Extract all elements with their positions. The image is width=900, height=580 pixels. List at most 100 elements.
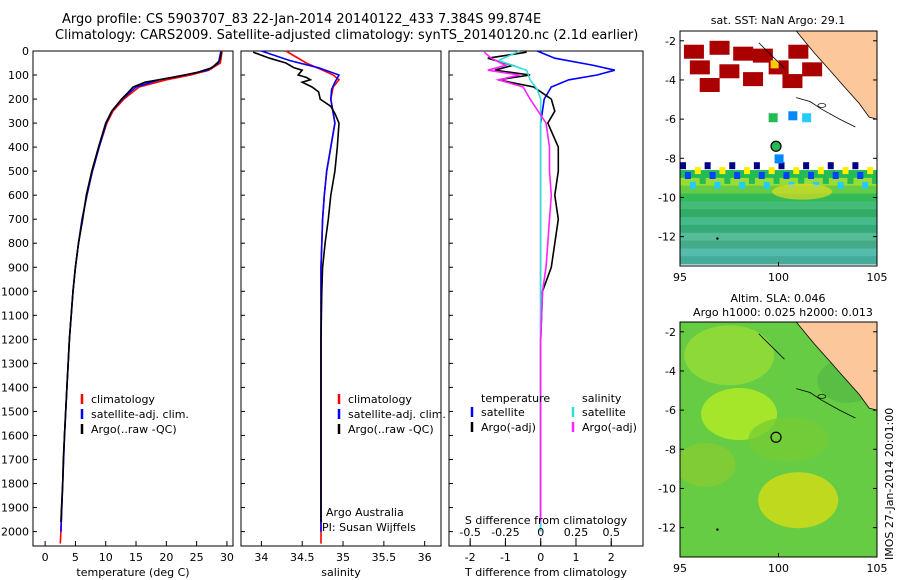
x-axis-label: temperature (deg C) <box>76 566 189 579</box>
sst-flag-pixel <box>788 44 809 59</box>
sst-pixel <box>724 176 731 184</box>
diff-legend-temp-head: temperature <box>481 392 550 405</box>
sst-pixel <box>808 172 815 179</box>
map-x-tick-label: 100 <box>768 562 789 575</box>
x-tick-label: 20 <box>159 551 173 564</box>
x-tick-label: 15 <box>129 551 143 564</box>
depth-tick-label: 1600 <box>1 429 29 442</box>
sst-band <box>680 240 877 249</box>
depth-tick-label: 500 <box>8 165 29 178</box>
map-x-tick-label: 105 <box>867 271 888 284</box>
temp-legend-label-0: climatology <box>91 393 155 406</box>
diff-legend-label-3: Argo(-adj) <box>582 421 637 434</box>
sst-pixel <box>739 181 746 189</box>
s-diff-tick-label: 0.25 <box>564 526 589 539</box>
map-x-tick-label: 95 <box>673 562 687 575</box>
temp-legend-label-2: Argo(..raw -QC) <box>91 423 177 436</box>
sst-pixel <box>709 172 716 179</box>
sal-legend-label-2: Argo(..raw -QC) <box>348 423 434 436</box>
island-cocos <box>716 237 719 240</box>
map-x-tick-label: 100 <box>768 271 789 284</box>
depth-tick-label: 1800 <box>1 478 29 491</box>
sla-blob <box>758 472 839 529</box>
x-tick-label: 34 <box>254 551 268 564</box>
sst-pixel <box>778 162 785 170</box>
land-sumatra <box>795 322 877 411</box>
sst-pixel <box>748 176 755 184</box>
sst-pixel <box>729 162 736 170</box>
series-line-2 <box>252 51 340 522</box>
sst-pixel <box>803 162 810 170</box>
sst-flag-pixel <box>709 40 730 55</box>
sst-isolated-pixel <box>802 113 812 123</box>
sst-pixel <box>872 176 877 184</box>
sst-flag-pixel <box>802 62 823 77</box>
map-x-tick-label: 105 <box>867 562 888 575</box>
depth-tick-label: 0 <box>22 45 29 58</box>
map-2: -2 -4 -6 -8 -10 -12 95 100 105 <box>658 321 888 575</box>
sst-pixel <box>832 172 839 179</box>
sst-flag-pixel <box>719 64 740 79</box>
argo-position-marker <box>770 140 782 152</box>
map-content <box>680 31 877 266</box>
argo-position-marker <box>770 431 782 443</box>
sst-pixel <box>817 167 824 175</box>
sst-flag-pixel <box>782 74 803 89</box>
sla-map-title: Altim. SLA: 0.046 <box>730 292 825 305</box>
sst-band <box>680 248 877 257</box>
depth-tick-label: 300 <box>8 117 29 130</box>
x-tick-label: 1 <box>572 551 579 564</box>
x-tick-label: 5 <box>72 551 79 564</box>
island-mentawai <box>758 333 785 360</box>
sst-pixel <box>773 176 780 184</box>
depth-tick-label: 1400 <box>1 381 29 394</box>
sal-legend-label-0: climatology <box>348 393 412 406</box>
depth-tick-label: 200 <box>8 93 29 106</box>
sla-blob <box>680 442 736 487</box>
sst-pixel <box>862 181 869 189</box>
sst-isolated-pixel <box>788 111 798 121</box>
map-y-tick-label: -10 <box>658 191 676 204</box>
s-diff-tick-label: -0.25 <box>491 526 519 539</box>
sst-warm-patch <box>772 183 833 200</box>
x-tick-label: 10 <box>99 551 113 564</box>
x-tick-label: -2 <box>465 551 476 564</box>
sst-band <box>680 217 877 226</box>
sst-pixel <box>753 162 760 170</box>
x-tick-label: 0 <box>42 551 49 564</box>
timestamp-stamp: IMOS 27-Jan-2014 20:01:00 <box>883 407 896 560</box>
sst-pixel <box>689 181 696 189</box>
map-y-tick-label: -2 <box>665 326 676 339</box>
island-cocos <box>716 528 719 531</box>
diff-legend-sal-head: salinity <box>582 392 622 405</box>
sst-band <box>680 209 877 218</box>
x-axis-label: T difference from climatology <box>464 566 627 579</box>
depth-tick-label: 1200 <box>1 333 29 346</box>
temp-legend-label-1: satellite-adj. clim. <box>91 408 189 421</box>
series-line-3 <box>483 51 553 522</box>
sst-pixel <box>842 167 849 175</box>
sst-pixel <box>867 167 874 175</box>
land-sumatra <box>795 31 877 120</box>
map-y-tick-label: -12 <box>658 231 676 244</box>
difference-frame <box>448 50 644 547</box>
diff-legend-label-2: satellite <box>582 406 626 419</box>
sst-pixel <box>719 167 726 175</box>
sst-pixel <box>783 172 790 179</box>
depth-tick-label: 1100 <box>1 309 29 322</box>
depth-tick-label: 1300 <box>1 357 29 370</box>
depth-tick-label: 100 <box>8 69 29 82</box>
sst-band <box>680 232 877 242</box>
sst-flag-pixel <box>699 78 720 92</box>
diff-legend-label-0: satellite <box>481 406 525 419</box>
difference-panel: -2 -1 0 1 2 T difference from climatology <box>448 50 644 579</box>
temperature-frame <box>32 50 234 547</box>
sst-flag-pixel <box>689 60 710 75</box>
sst-map-title: sat. SST: NaN Argo: 29.1 <box>711 14 845 27</box>
sst-pixel <box>684 172 691 179</box>
map-content <box>680 322 877 557</box>
sst-isolated-pixel <box>774 154 784 164</box>
x-tick-label: 35 <box>336 551 350 564</box>
s-diff-tick-label: 0.5 <box>603 526 621 539</box>
x-axis-label: salinity <box>321 566 361 579</box>
